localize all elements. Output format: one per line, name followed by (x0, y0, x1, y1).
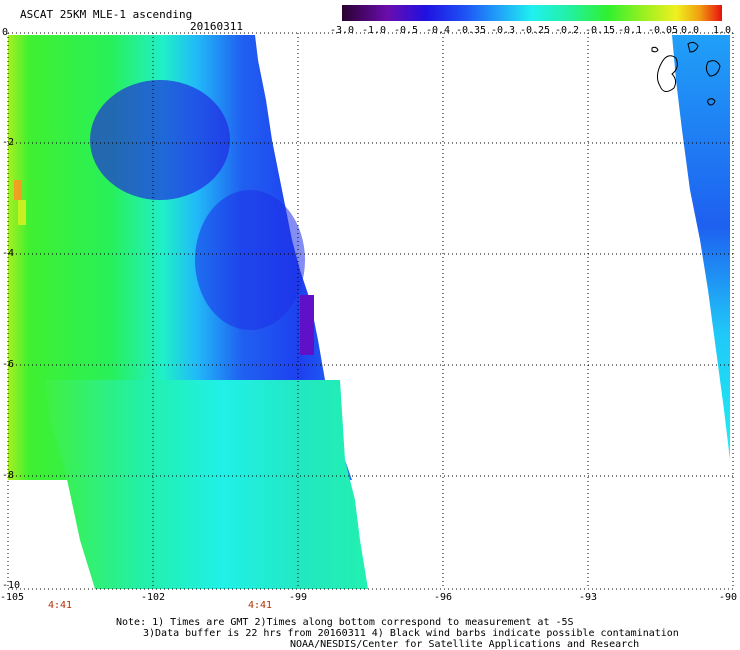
galapagos-coastline (707, 98, 716, 106)
lon-label: -96 (433, 592, 453, 603)
note-line-3: NOAA/NESDIS/Center for Satellite Applica… (290, 639, 640, 650)
low-value-region (90, 80, 230, 200)
map-title: ASCAT 25KM MLE-1 ascending (20, 8, 193, 21)
galapagos-coastline (687, 41, 699, 53)
colorbar-tick-label: -0.1 (617, 25, 643, 36)
map-date: 20160311 (190, 20, 243, 33)
note-line-2: 3)Data buffer is 22 hrs from 20160311 4)… (143, 628, 679, 639)
colorbar-tick-label: -0.2 (554, 25, 580, 36)
high-value-pixels (14, 180, 22, 200)
time-label: 4:41 (47, 600, 73, 611)
galapagos-coastline (656, 55, 678, 92)
lat-label: -8 (2, 470, 15, 481)
high-value-pixels (18, 200, 26, 225)
lon-label: -102 (140, 592, 166, 603)
colorbar-tick-label: -0.35 (455, 25, 487, 36)
low-value-strip (300, 295, 314, 355)
galapagos-coastline (705, 60, 721, 77)
colorbar-tick-label: -0.5 (393, 25, 419, 36)
colorbar-tick-label: 0.0 (680, 25, 700, 36)
lat-label: -6 (2, 359, 15, 370)
ascat-swath-west-lower (45, 380, 368, 589)
colorbar-tick-label: -1.0 (361, 25, 387, 36)
colorbar-gradient (342, 5, 722, 21)
ascat-swath-east (672, 35, 730, 460)
lat-label: -4 (2, 248, 15, 259)
lat-label: -2 (2, 137, 15, 148)
lon-label: -105 (0, 592, 25, 603)
colorbar (342, 5, 722, 21)
lon-label: -99 (288, 592, 308, 603)
colorbar-tick-label: -0.15 (584, 25, 616, 36)
time-label: 4:41 (247, 600, 273, 611)
lat-label: 0 (2, 27, 9, 38)
lon-label: -90 (718, 592, 738, 603)
note-line-1: Note: 1) Times are GMT 2)Times along bot… (116, 617, 574, 628)
colorbar-tick-label: 1.0 (712, 25, 732, 36)
lon-label: -93 (578, 592, 598, 603)
galapagos-coastline (651, 46, 659, 53)
colorbar-tick-label: -0.3 (490, 25, 516, 36)
lat-label: -10 (2, 580, 21, 591)
low-value-region (195, 190, 305, 330)
colorbar-tick-label: -3.0 (329, 25, 355, 36)
colorbar-tick-label: -0.25 (519, 25, 551, 36)
map-gridlines (7, 32, 735, 590)
colorbar-tick-label: -0.4 (425, 25, 451, 36)
colorbar-tick-label: -0.05 (647, 25, 679, 36)
